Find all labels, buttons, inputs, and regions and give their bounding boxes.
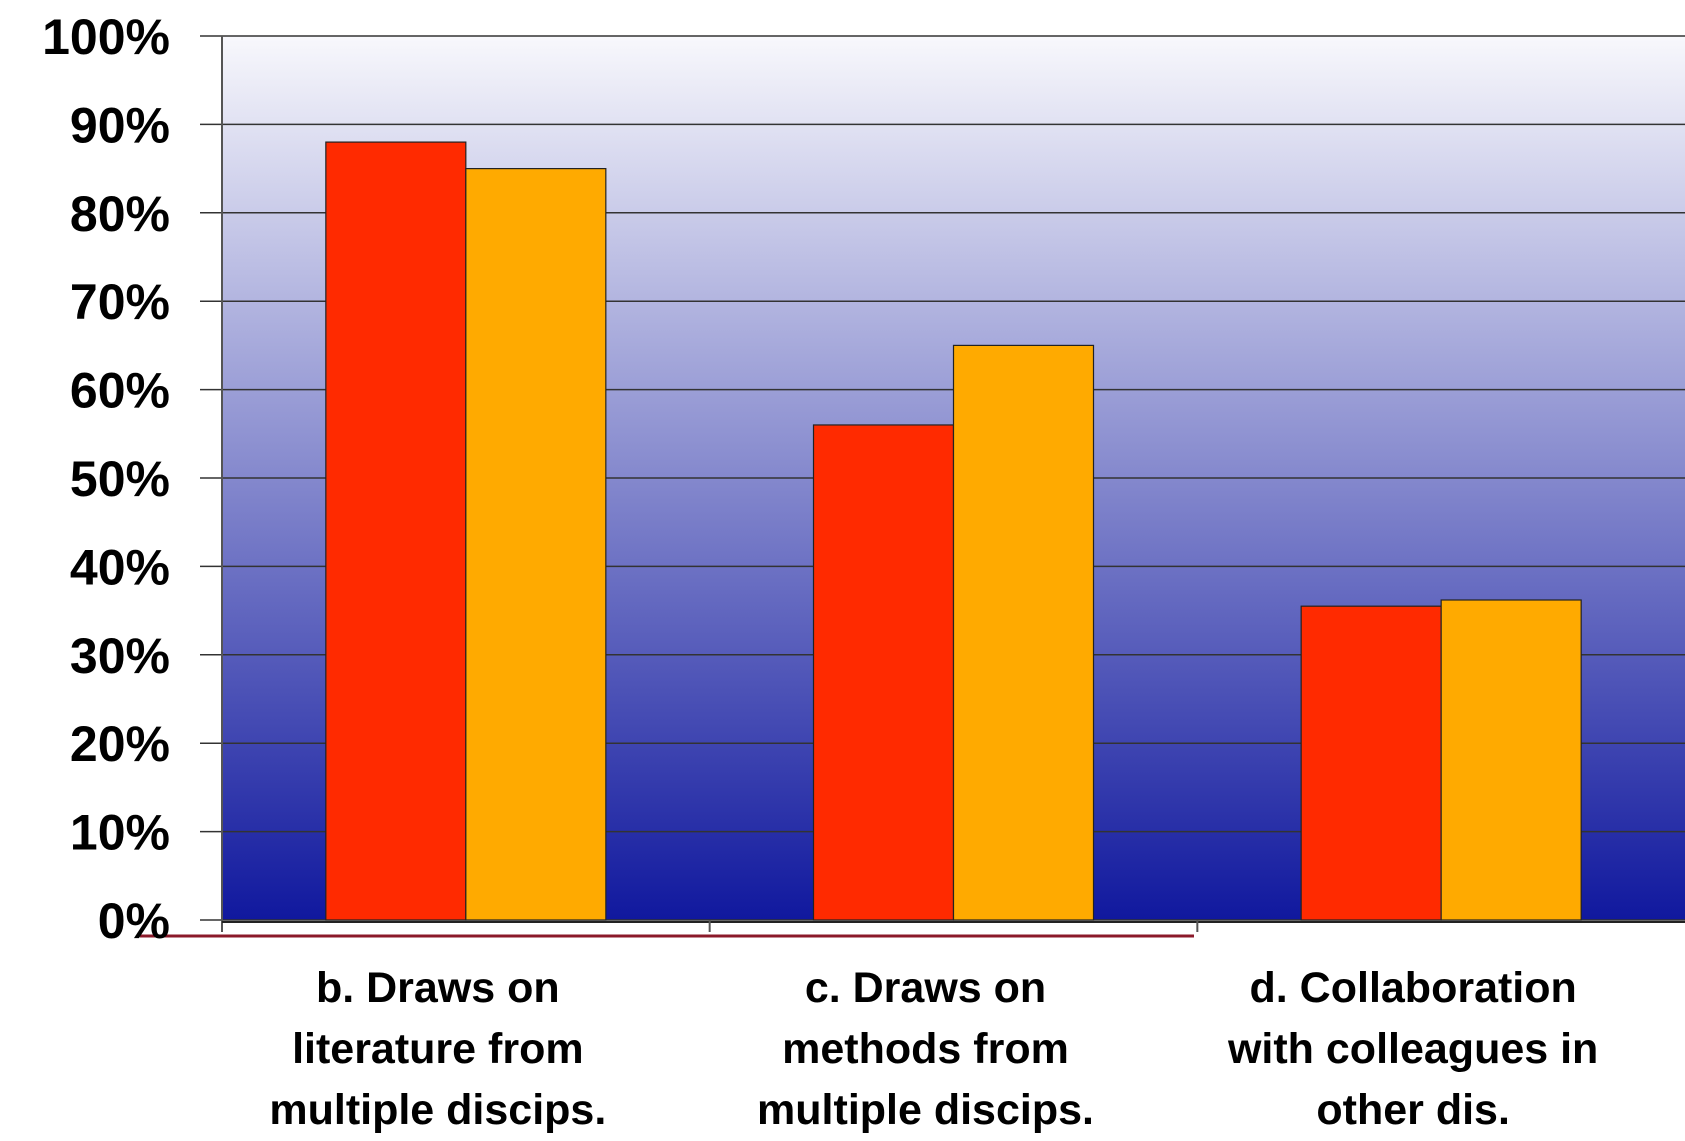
- y-tick-label: 50%: [70, 451, 170, 507]
- x-category-label-line: d. Collaboration: [1249, 964, 1577, 1012]
- y-tick-label: 20%: [70, 716, 170, 772]
- bar: [1440, 599, 1582, 921]
- y-tick-label: 70%: [70, 274, 170, 330]
- y-tick-label: 40%: [70, 539, 170, 595]
- x-category-label-line: b. Draws on: [315, 964, 560, 1012]
- y-axis-ticks: 0% 10% 20% 30% 40% 50% 60% 70% 80% 90% 100%: [42, 9, 170, 949]
- y-tick-label: 0%: [98, 893, 170, 949]
- axes: [140, 36, 1685, 938]
- bars: [325, 141, 1582, 921]
- y-tick-label: 80%: [70, 186, 170, 242]
- bar: [952, 344, 1095, 921]
- y-tick-label: 90%: [70, 97, 170, 153]
- x-category-label-line: literature from: [292, 1025, 584, 1073]
- x-category-label: c. Draws on methods from multiple discips.: [711, 958, 1141, 1141]
- y-tick-label: 60%: [70, 363, 170, 419]
- y-tick-label: 10%: [70, 805, 170, 861]
- x-category-label-line: multiple discips.: [269, 1086, 607, 1134]
- y-tick-label: 30%: [70, 628, 170, 684]
- x-category-label-line: c. Draws on: [804, 964, 1047, 1012]
- x-category-label-line: multiple discips.: [757, 1086, 1094, 1134]
- x-category-label: d. Collaboration with colleagues in other …: [1198, 958, 1628, 1141]
- bar: [1300, 605, 1442, 921]
- bar: [465, 168, 607, 921]
- x-category-label-line: with colleagues in: [1227, 1025, 1599, 1073]
- bar: [325, 141, 467, 921]
- bar: [812, 424, 955, 921]
- x-category-label-line: other dis.: [1316, 1086, 1510, 1134]
- x-category-label-line: methods from: [782, 1025, 1069, 1073]
- x-category-label: b. Draws on literature from multiple disci…: [223, 958, 653, 1141]
- y-tick-label: 100%: [42, 9, 170, 65]
